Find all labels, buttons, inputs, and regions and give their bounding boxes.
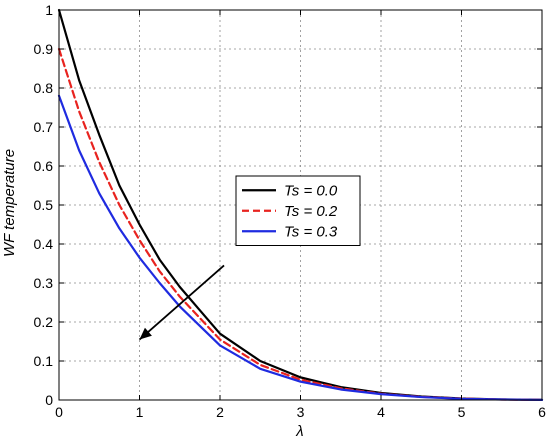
legend: Ts = 0.0 Ts = 0.2 Ts = 0.3 (235, 175, 361, 246)
y-tick-label-8: 0.8 (34, 80, 54, 96)
y-tick-label-2: 0.2 (34, 314, 54, 330)
y-tick-label-0: 0 (45, 392, 53, 408)
y-tick-label-7: 0.7 (34, 119, 54, 135)
x-tick-label-0: 0 (55, 404, 63, 420)
y-tick-label-9: 0.9 (34, 41, 54, 57)
y-tick-label-1: 0.1 (34, 353, 54, 369)
x-axis-label: λ (295, 423, 303, 440)
y-axis-label: WF temperature (1, 149, 18, 257)
annotation-arrow-shaft-0 (138, 264, 225, 341)
x-tick-label-1: 1 (136, 404, 144, 420)
y-tick-label-6: 0.6 (34, 158, 54, 174)
y-tick-label-10: 1 (45, 2, 53, 18)
series-layer (57, 8, 544, 401)
y-tick-label-5: 0.5 (34, 197, 54, 213)
series-line-2 (57, 94, 544, 401)
x-tick-label-6: 6 (538, 404, 546, 420)
y-tick-label-4: 0.4 (34, 236, 54, 252)
x-tick-label-2: 2 (216, 404, 224, 420)
legend-label-1: Ts = 0.2 (284, 203, 338, 220)
tick-labels: 0 1 2 3 4 5 6 0 0.1 0.2 0.3 0.4 0.5 0.6 0.7 0.8 0.9 1 (34, 2, 547, 420)
legend-label-2: Ts = 0.3 (284, 223, 338, 240)
x-tick-label-3: 3 (297, 404, 305, 420)
x-tick-label-4: 4 (377, 404, 385, 420)
y-tick-label-3: 0.3 (34, 275, 54, 291)
x-tick-label-5: 5 (458, 404, 466, 420)
legend-label-0: Ts = 0.0 (284, 182, 338, 199)
ticks (58, 9, 543, 401)
annotation-layer (138, 264, 225, 341)
annotation-arrow-head-0 (139, 327, 152, 340)
